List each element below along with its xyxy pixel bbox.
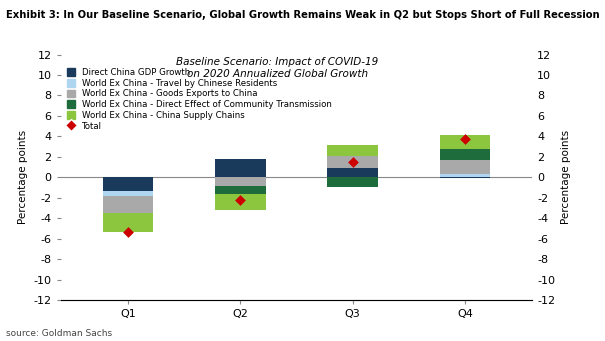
Bar — [440, 160, 490, 174]
Bar — [440, 174, 490, 177]
Point — [460, 137, 470, 142]
Bar — [215, 186, 266, 194]
Bar — [327, 177, 378, 187]
Point — [123, 229, 132, 234]
Bar — [440, 135, 490, 149]
Bar — [440, 149, 490, 160]
Y-axis label: Percentage points: Percentage points — [18, 130, 28, 224]
Bar — [327, 145, 378, 156]
Bar — [103, 177, 153, 191]
Bar — [215, 159, 266, 177]
Text: Exhibit 3: In Our Baseline Scenario, Global Growth Remains Weak in Q2 but Stops : Exhibit 3: In Our Baseline Scenario, Glo… — [6, 10, 600, 20]
Bar — [215, 194, 266, 210]
Y-axis label: Percentage points: Percentage points — [561, 130, 571, 224]
Bar — [103, 191, 153, 196]
Bar — [103, 213, 153, 232]
Point — [235, 197, 245, 203]
Text: source: Goldman Sachs: source: Goldman Sachs — [6, 329, 112, 338]
Bar — [215, 177, 266, 186]
Bar — [327, 156, 378, 168]
Text: Baseline Scenario: Impact of COVID-19
on 2020 Annualized Global Growth: Baseline Scenario: Impact of COVID-19 on… — [177, 57, 379, 79]
Point — [348, 159, 358, 165]
Bar — [103, 196, 153, 213]
Bar — [327, 168, 378, 177]
Legend: Direct China GDP Growth, World Ex China - Travel by Chinese Residents, World Ex : Direct China GDP Growth, World Ex China … — [65, 66, 333, 132]
Bar — [440, 177, 490, 178]
